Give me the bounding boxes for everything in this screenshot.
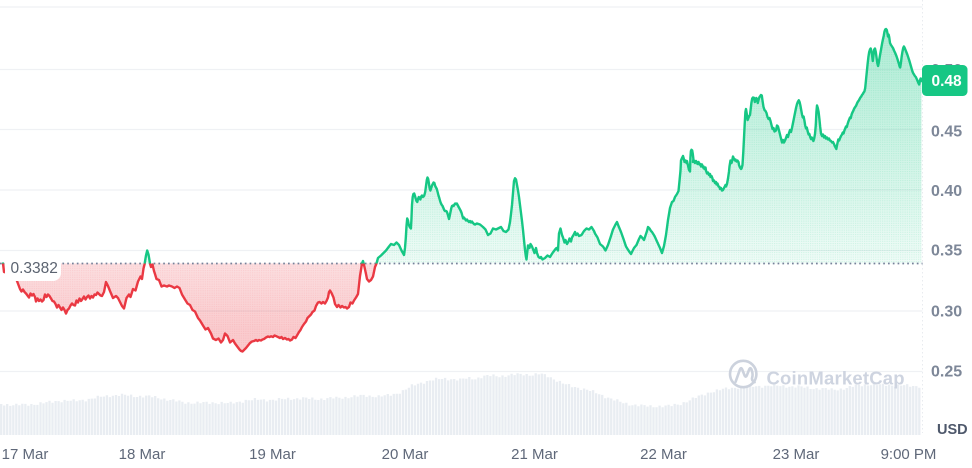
svg-text:17 Mar: 17 Mar (2, 446, 49, 463)
svg-text:0.30: 0.30 (931, 304, 962, 321)
svg-text:23 Mar: 23 Mar (773, 446, 820, 463)
svg-text:22 Mar: 22 Mar (640, 446, 687, 463)
svg-text:0.40: 0.40 (931, 183, 962, 200)
svg-text:0.3382: 0.3382 (11, 260, 58, 277)
svg-text:19 Mar: 19 Mar (249, 446, 296, 463)
svg-text:0.48: 0.48 (932, 73, 963, 90)
svg-text:0.35: 0.35 (931, 243, 962, 260)
svg-text:21 Mar: 21 Mar (511, 446, 558, 463)
svg-text:CoinMarketCap: CoinMarketCap (767, 368, 905, 389)
svg-text:9:00 PM: 9:00 PM (881, 446, 937, 463)
svg-text:0.45: 0.45 (931, 124, 962, 141)
svg-text:USD: USD (937, 422, 968, 438)
svg-text:20 Mar: 20 Mar (382, 446, 429, 463)
svg-text:0.25: 0.25 (931, 364, 962, 381)
svg-text:18 Mar: 18 Mar (119, 446, 166, 463)
